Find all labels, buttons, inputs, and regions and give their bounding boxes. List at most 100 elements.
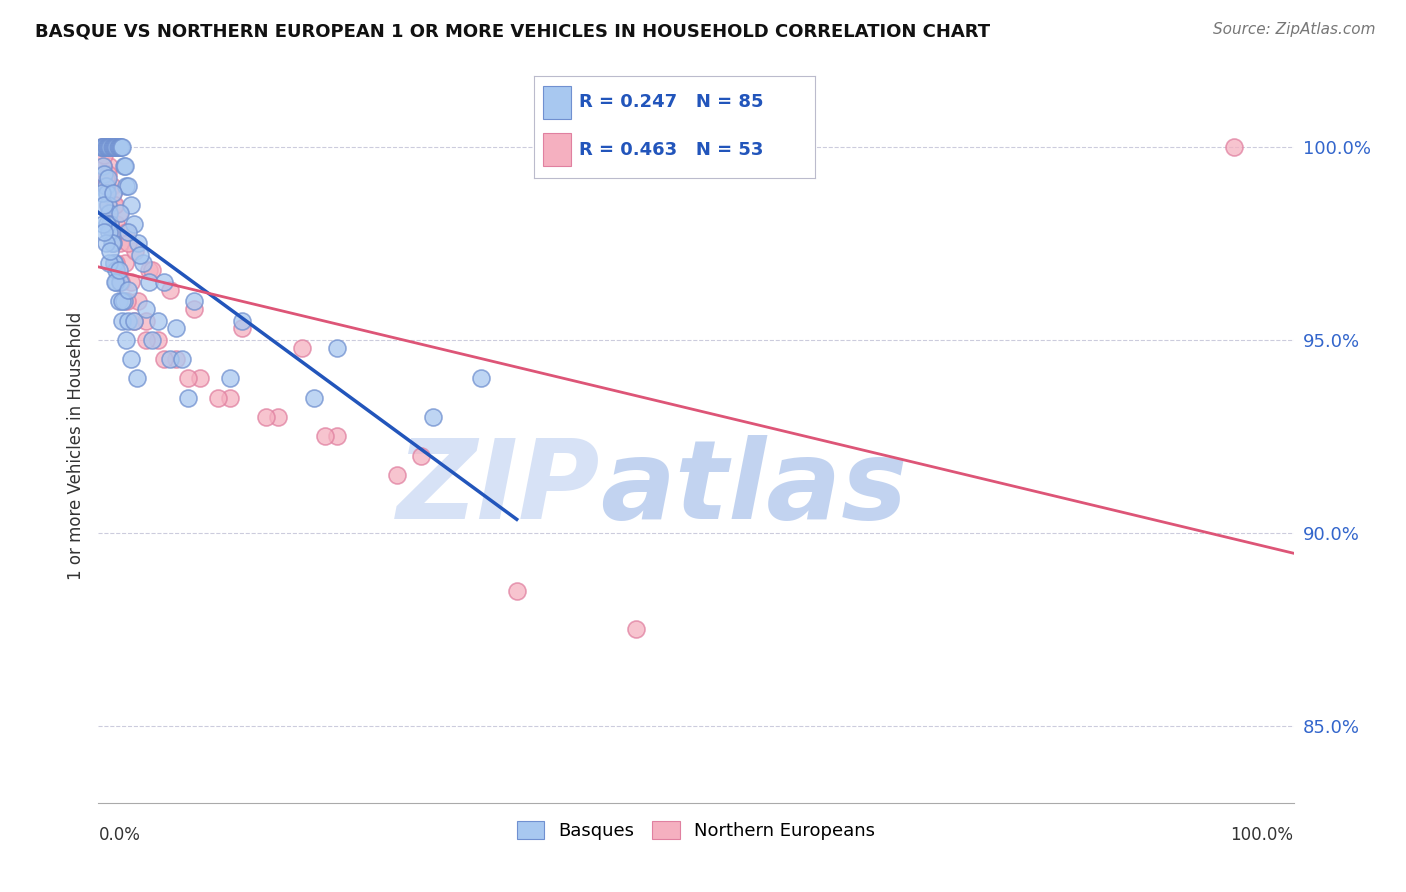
Point bbox=[105, 217, 128, 231]
Point bbox=[1223, 140, 1246, 154]
Point bbox=[98, 217, 122, 231]
Text: atlas: atlas bbox=[600, 435, 908, 542]
Point bbox=[188, 371, 211, 385]
Point bbox=[291, 341, 314, 355]
Point bbox=[96, 140, 118, 154]
Point bbox=[326, 429, 349, 443]
Point bbox=[138, 275, 160, 289]
Point bbox=[148, 313, 170, 327]
Point bbox=[326, 341, 349, 355]
Point bbox=[127, 236, 149, 251]
Point bbox=[177, 371, 200, 385]
Point bbox=[94, 178, 117, 193]
Point bbox=[96, 140, 118, 154]
Point bbox=[165, 321, 187, 335]
Point bbox=[105, 140, 128, 154]
Point bbox=[97, 198, 120, 212]
Point bbox=[117, 283, 139, 297]
Text: R = 0.247   N = 85: R = 0.247 N = 85 bbox=[579, 94, 763, 112]
Point bbox=[105, 275, 128, 289]
Point bbox=[120, 352, 142, 367]
Point bbox=[115, 294, 138, 309]
Point bbox=[93, 140, 115, 154]
Point bbox=[117, 225, 139, 239]
Point bbox=[115, 225, 138, 239]
Point bbox=[98, 159, 121, 173]
Point bbox=[183, 301, 205, 316]
Point bbox=[94, 140, 117, 154]
Point bbox=[100, 225, 122, 239]
Y-axis label: 1 or more Vehicles in Household: 1 or more Vehicles in Household bbox=[66, 312, 84, 580]
Point bbox=[110, 275, 132, 289]
Point bbox=[111, 294, 134, 309]
Text: R = 0.463   N = 53: R = 0.463 N = 53 bbox=[579, 141, 763, 159]
Point bbox=[148, 333, 170, 347]
Point bbox=[124, 313, 146, 327]
Point bbox=[101, 186, 124, 201]
Point bbox=[107, 140, 129, 154]
Bar bbox=[543, 133, 571, 166]
Point bbox=[100, 140, 122, 154]
Point bbox=[103, 198, 125, 212]
Point bbox=[104, 140, 127, 154]
Point bbox=[101, 236, 124, 251]
Point bbox=[219, 391, 242, 405]
Point bbox=[97, 170, 120, 185]
Text: ZIP: ZIP bbox=[396, 435, 600, 542]
Point bbox=[115, 178, 138, 193]
Point bbox=[506, 583, 529, 598]
Point bbox=[93, 140, 115, 154]
Point bbox=[104, 198, 127, 212]
Point bbox=[101, 140, 124, 154]
Point bbox=[125, 371, 148, 385]
Point bbox=[302, 391, 325, 405]
Point bbox=[108, 275, 131, 289]
Point bbox=[254, 410, 277, 425]
Point bbox=[107, 294, 129, 309]
Point bbox=[98, 244, 122, 259]
Point bbox=[231, 321, 253, 335]
Point bbox=[91, 140, 114, 154]
Point bbox=[115, 333, 138, 347]
Point bbox=[112, 159, 135, 173]
Point bbox=[117, 178, 139, 193]
Point bbox=[103, 256, 125, 270]
Point bbox=[114, 256, 136, 270]
Point bbox=[107, 140, 129, 154]
Point bbox=[124, 313, 146, 327]
Point bbox=[177, 391, 200, 405]
Point bbox=[96, 186, 118, 201]
Point bbox=[141, 333, 163, 347]
Point bbox=[135, 313, 157, 327]
Point bbox=[108, 236, 131, 251]
Point bbox=[411, 449, 433, 463]
Point bbox=[101, 236, 124, 251]
Point bbox=[93, 148, 115, 162]
Point bbox=[91, 140, 114, 154]
Point bbox=[100, 178, 122, 193]
Point bbox=[110, 140, 132, 154]
Point bbox=[96, 217, 118, 231]
Point bbox=[97, 198, 120, 212]
Point bbox=[231, 313, 253, 327]
Point bbox=[107, 263, 129, 277]
Point bbox=[470, 371, 492, 385]
Point bbox=[105, 263, 128, 277]
Point bbox=[135, 333, 157, 347]
Bar bbox=[543, 87, 571, 119]
Point bbox=[107, 205, 129, 219]
Point bbox=[626, 622, 648, 636]
Point bbox=[103, 140, 125, 154]
Point bbox=[111, 313, 134, 327]
Point bbox=[98, 140, 122, 154]
Point bbox=[97, 167, 120, 181]
Point bbox=[120, 198, 142, 212]
Point bbox=[135, 301, 157, 316]
Point bbox=[141, 263, 163, 277]
Text: BASQUE VS NORTHERN EUROPEAN 1 OR MORE VEHICLES IN HOUSEHOLD CORRELATION CHART: BASQUE VS NORTHERN EUROPEAN 1 OR MORE VE… bbox=[35, 22, 990, 40]
Point bbox=[117, 313, 139, 327]
Point bbox=[103, 256, 125, 270]
Point bbox=[108, 205, 131, 219]
Point bbox=[267, 410, 290, 425]
Point bbox=[114, 159, 136, 173]
